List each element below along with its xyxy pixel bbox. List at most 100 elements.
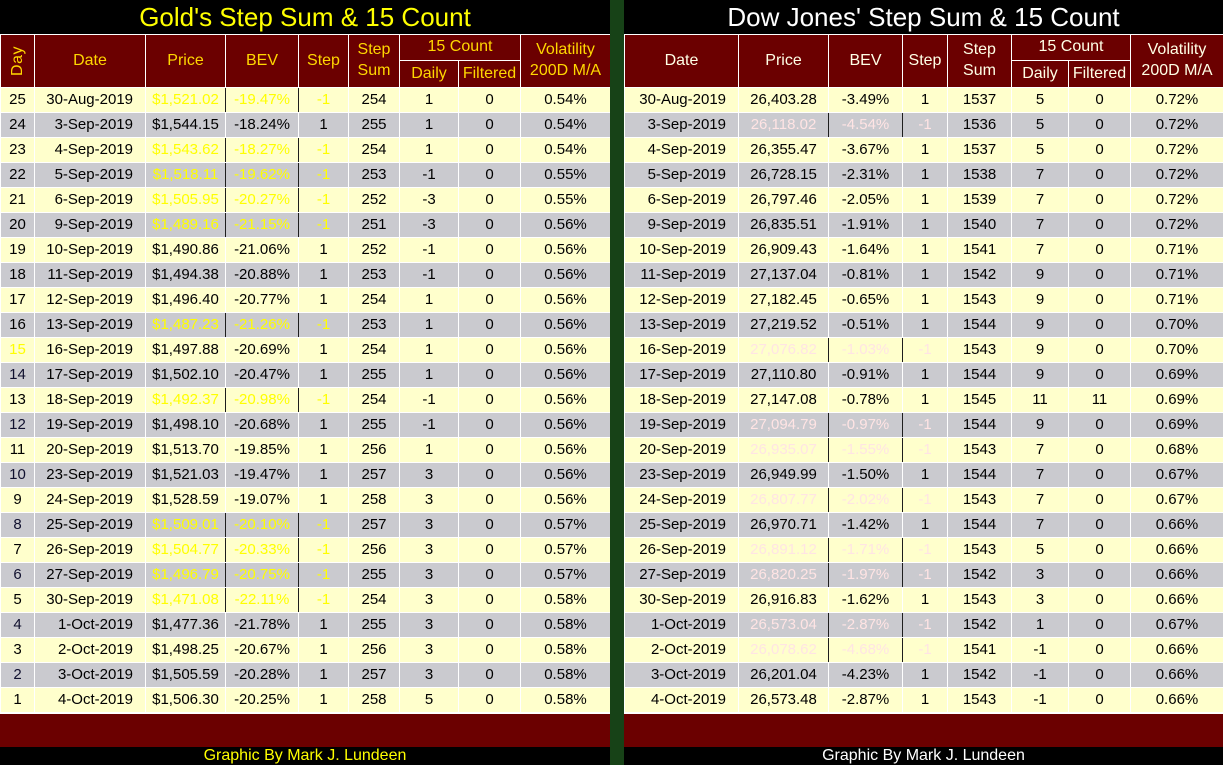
cell-step-sum: 254 bbox=[348, 136, 400, 163]
cell-bev: -18.24% bbox=[225, 111, 299, 138]
cell-daily-count: 7 bbox=[1011, 236, 1069, 263]
column-header-step-sum: Step Sum bbox=[348, 33, 400, 88]
cell-filtered-count: 0 bbox=[1068, 211, 1131, 238]
cell-price: $1,497.88 bbox=[145, 336, 226, 363]
cell-daily-count: 7 bbox=[1011, 211, 1069, 238]
cell-bev: -0.65% bbox=[828, 286, 903, 313]
cell-daily-count: -1 bbox=[1011, 661, 1069, 688]
cell-price: 26,916.83 bbox=[738, 586, 829, 613]
cell-bev: -18.27% bbox=[225, 136, 299, 163]
table-row: 11 20-Sep-2019 $1,513.70 -19.85% 1 256 1 0 0.56% bbox=[0, 436, 611, 463]
cell-date: 24-Sep-2019 bbox=[624, 486, 739, 513]
cell-price: 26,835.51 bbox=[738, 211, 829, 238]
cell-volatility: 0.56% bbox=[520, 386, 611, 413]
cell-step: 1 bbox=[298, 261, 349, 288]
cell-step-sum: 1537 bbox=[947, 86, 1012, 113]
cell-step-sum: 1540 bbox=[947, 211, 1012, 238]
cell-date: 26-Sep-2019 bbox=[34, 536, 146, 563]
cell-volatility: 0.54% bbox=[520, 111, 611, 138]
column-header-15-count: 15 Count bbox=[399, 33, 521, 61]
cell-step-sum: 1537 bbox=[947, 136, 1012, 163]
cell-step: 1 bbox=[902, 261, 948, 288]
table-row: 4-Oct-2019 26,573.48 -2.87% 1 1543 -1 0 0.66% bbox=[624, 686, 1223, 713]
cell-step: 1 bbox=[902, 586, 948, 613]
cell-step-sum: 255 bbox=[348, 611, 400, 638]
cell-step: -1 bbox=[298, 161, 349, 188]
cell-step: -1 bbox=[298, 386, 349, 413]
cell-filtered-count: 0 bbox=[1068, 86, 1131, 113]
cell-daily-count: 7 bbox=[1011, 186, 1069, 213]
cell-step: 1 bbox=[902, 286, 948, 313]
cell-step-sum: 253 bbox=[348, 161, 400, 188]
cell-filtered-count: 0 bbox=[1068, 411, 1131, 438]
cell-step-sum: 1536 bbox=[947, 111, 1012, 138]
cell-daily-count: 9 bbox=[1011, 261, 1069, 288]
cell-volatility: 0.56% bbox=[520, 411, 611, 438]
table-row: 20-Sep-2019 26,935.07 -1.55% -1 1543 7 0 0.68% bbox=[624, 436, 1223, 463]
dow-table: Date Price BEV Step Step Sum 15 Count Vol… bbox=[624, 33, 1223, 713]
cell-step: 1 bbox=[902, 236, 948, 263]
cell-date: 16-Sep-2019 bbox=[34, 336, 146, 363]
table-row: 13 18-Sep-2019 $1,492.37 -20.98% -1 254 -1 0 0.5… bbox=[0, 386, 611, 413]
cell-filtered-count: 0 bbox=[458, 436, 521, 463]
table-row: 20 9-Sep-2019 $1,489.16 -21.15% -1 251 -3 0 0.56… bbox=[0, 211, 611, 238]
cell-bev: -20.28% bbox=[225, 661, 299, 688]
cell-step-sum: 257 bbox=[348, 661, 400, 688]
cell-step-sum: 253 bbox=[348, 311, 400, 338]
table-row: 30-Sep-2019 26,916.83 -1.62% 1 1543 3 0 0.66% bbox=[624, 586, 1223, 613]
cell-step: 1 bbox=[902, 661, 948, 688]
cell-volatility: 0.56% bbox=[520, 336, 611, 363]
cell-step-sum: 1542 bbox=[947, 261, 1012, 288]
cell-filtered-count: 0 bbox=[1068, 336, 1131, 363]
cell-bev: -22.11% bbox=[225, 586, 299, 613]
cell-bev: -21.15% bbox=[225, 211, 299, 238]
cell-date: 30-Sep-2019 bbox=[624, 586, 739, 613]
cell-step: -1 bbox=[298, 536, 349, 563]
dow-credit-text: Graphic By Mark J. Lundeen bbox=[624, 747, 1223, 765]
cell-day: 14 bbox=[0, 361, 35, 388]
cell-price: $1,489.16 bbox=[145, 211, 226, 238]
cell-daily-count: 1 bbox=[399, 311, 459, 338]
cell-bev: -1.62% bbox=[828, 586, 903, 613]
cell-date: 27-Sep-2019 bbox=[624, 561, 739, 588]
cell-step: -1 bbox=[902, 436, 948, 463]
cell-filtered-count: 0 bbox=[458, 336, 521, 363]
cell-daily-count: -3 bbox=[399, 186, 459, 213]
column-header-step-sum: Step Sum bbox=[947, 33, 1012, 88]
cell-day: 11 bbox=[0, 436, 35, 463]
cell-step: 1 bbox=[902, 311, 948, 338]
table-row: 26-Sep-2019 26,891.12 -1.71% -1 1543 5 0 0.66% bbox=[624, 536, 1223, 563]
cell-bev: -2.31% bbox=[828, 161, 903, 188]
cell-filtered-count: 0 bbox=[1068, 311, 1131, 338]
cell-volatility: 0.70% bbox=[1130, 311, 1223, 338]
cell-filtered-count: 0 bbox=[458, 486, 521, 513]
cell-step: -1 bbox=[902, 111, 948, 138]
cell-filtered-count: 0 bbox=[1068, 436, 1131, 463]
cell-bev: -19.47% bbox=[225, 86, 299, 113]
cell-date: 3-Sep-2019 bbox=[624, 111, 739, 138]
cell-price: $1,544.15 bbox=[145, 111, 226, 138]
cell-date: 26-Sep-2019 bbox=[624, 536, 739, 563]
column-header-day: Day bbox=[0, 33, 35, 88]
cell-price: $1,505.95 bbox=[145, 186, 226, 213]
cell-step-sum: 253 bbox=[348, 261, 400, 288]
cell-daily-count: 5 bbox=[1011, 136, 1069, 163]
cell-date: 19-Sep-2019 bbox=[624, 411, 739, 438]
cell-filtered-count: 0 bbox=[458, 286, 521, 313]
cell-bev: -1.64% bbox=[828, 236, 903, 263]
cell-price: $1,509.01 bbox=[145, 511, 226, 538]
cell-step: 1 bbox=[902, 186, 948, 213]
cell-bev: -20.69% bbox=[225, 336, 299, 363]
cell-price: $1,498.25 bbox=[145, 636, 226, 663]
cell-step-sum: 254 bbox=[348, 336, 400, 363]
cell-daily-count: -1 bbox=[399, 386, 459, 413]
cell-filtered-count: 0 bbox=[458, 611, 521, 638]
cell-step-sum: 1543 bbox=[947, 336, 1012, 363]
cell-bev: -2.87% bbox=[828, 611, 903, 638]
cell-step: 1 bbox=[298, 111, 349, 138]
cell-filtered-count: 0 bbox=[1068, 486, 1131, 513]
table-row: 18-Sep-2019 27,147.08 -0.78% 1 1545 11 11 0.69% bbox=[624, 386, 1223, 413]
cell-day: 4 bbox=[0, 611, 35, 638]
table-row: 14 17-Sep-2019 $1,502.10 -20.47% 1 255 1 0 0.56% bbox=[0, 361, 611, 388]
cell-filtered-count: 0 bbox=[458, 586, 521, 613]
